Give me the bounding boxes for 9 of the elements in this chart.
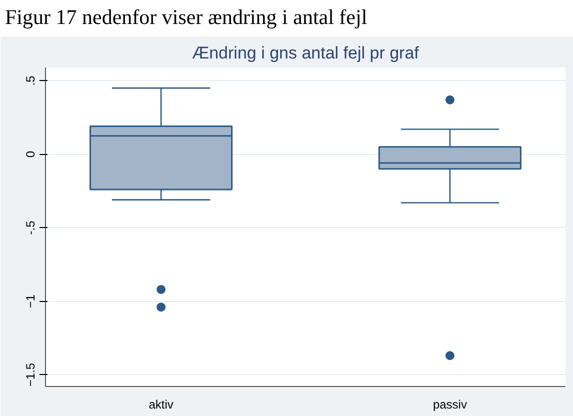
text: Figur 17 nedenfor viser ændring i antal fejl xyxy=(5,5,368,29)
x-tick-label: passiv xyxy=(432,398,467,412)
chart-title: Ændring i gns antal fejl pr graf xyxy=(192,44,420,62)
y-tick-label: -.5 xyxy=(24,220,38,235)
x-tick-label: aktiv xyxy=(148,398,174,412)
y-tick-label: 0 xyxy=(24,150,38,158)
y-tick-label: .5 xyxy=(24,75,38,86)
y-tick-label: −1 xyxy=(24,294,38,308)
y-tick-label: −1.5 xyxy=(24,362,38,387)
